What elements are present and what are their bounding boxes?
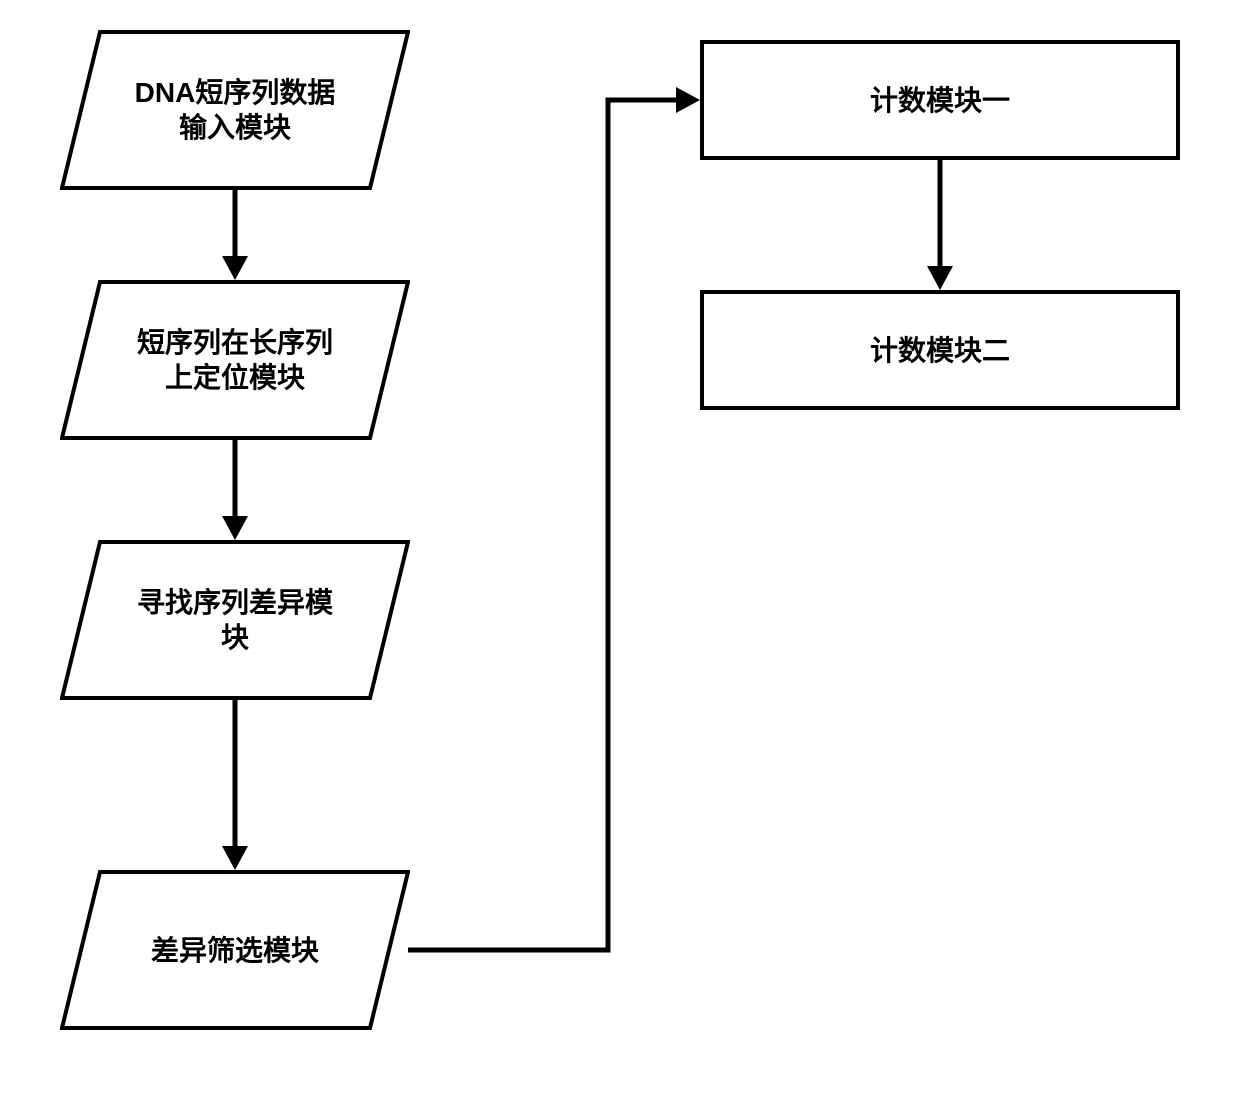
node-label: 计数模块一 <box>860 83 1020 118</box>
node-label: 短序列在长序列 上定位模块 <box>127 325 343 395</box>
arrow-n3-n4 <box>200 700 270 870</box>
arrow-n1-n2 <box>200 190 270 280</box>
flowchart-node-counter1: 计数模块一 <box>700 40 1180 160</box>
flowchart-node-input: DNA短序列数据 输入模块 <box>60 30 410 190</box>
flowchart-node-locate: 短序列在长序列 上定位模块 <box>60 280 410 440</box>
node-label: 计数模块二 <box>860 333 1020 368</box>
arrow-n5-n6 <box>905 160 975 290</box>
flowchart-node-diff: 寻找序列差异模 块 <box>60 540 410 700</box>
flowchart-node-counter2: 计数模块二 <box>700 290 1180 410</box>
arrow-n2-n3 <box>200 440 270 540</box>
node-label: 寻找序列差异模 块 <box>127 585 343 655</box>
arrow-n4-n5 <box>408 80 708 955</box>
flowchart-node-filter: 差异筛选模块 <box>60 870 410 1030</box>
node-label: 差异筛选模块 <box>141 933 329 968</box>
node-label: DNA短序列数据 输入模块 <box>125 75 346 145</box>
